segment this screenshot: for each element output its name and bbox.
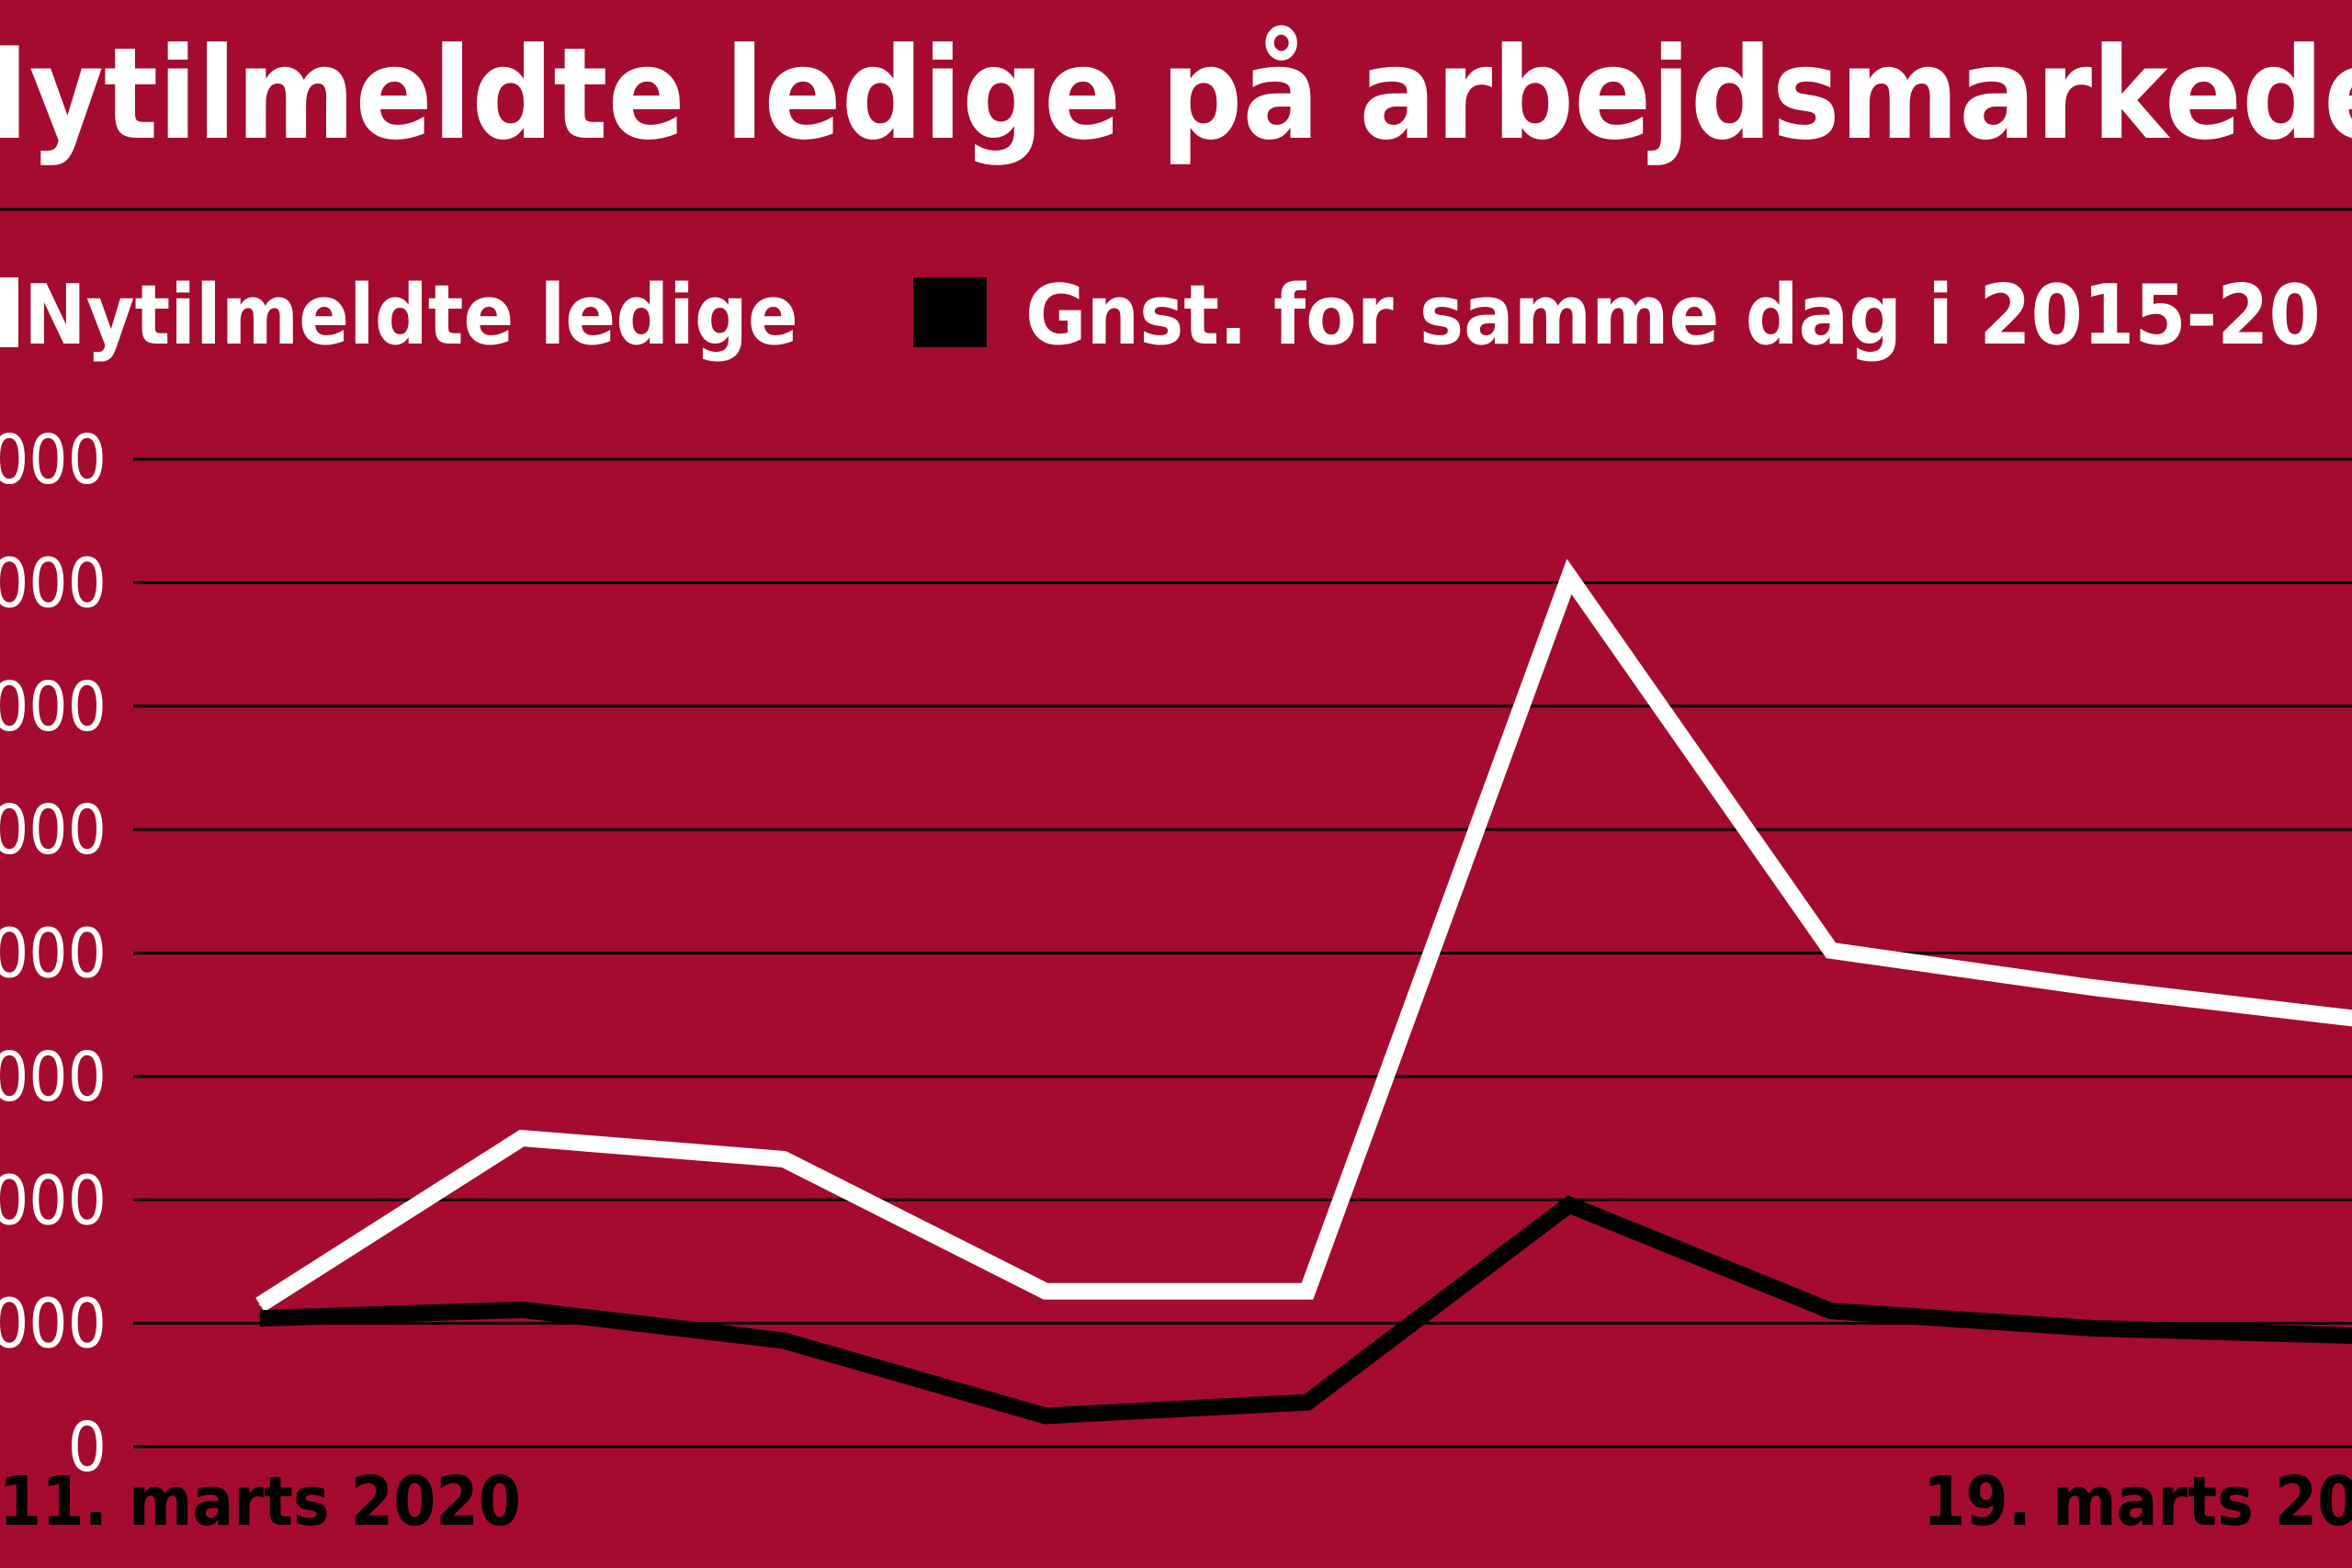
point-nytilmeldte-4	[1306, 1290, 1308, 1292]
y-tick-label: 000	[0, 1161, 107, 1240]
y-tick-label: 000	[0, 544, 107, 623]
series-line-nytilmeldte	[255, 558, 2352, 1313]
series-line-gennemsnit	[259, 1195, 2352, 1425]
point-gennemsnit-3	[1045, 1415, 1046, 1417]
point-gennemsnit-5	[1568, 1203, 1570, 1206]
point-nytilmeldte-5	[1568, 575, 1570, 578]
point-gennemsnit-0	[259, 1317, 261, 1320]
chart-title: Nytilmeldte ledige på arbejdsmarkedet	[0, 20, 2352, 168]
y-tick-label: 000	[0, 915, 107, 994]
point-gennemsnit-6	[1830, 1310, 1832, 1313]
point-gennemsnit-2	[783, 1339, 785, 1342]
x-tick-label: 19. marts 20	[1923, 1462, 2352, 1541]
point-nytilmeldte-1	[521, 1137, 523, 1140]
y-tick-label: 000	[0, 791, 107, 870]
x-axis-tick-labels: 11. marts 2020 19. marts 20	[0, 1462, 2352, 1541]
x-tick-label: 11. marts 2020	[0, 1462, 521, 1541]
series-lines	[255, 558, 2352, 1425]
legend-swatch-gennemsnit	[913, 277, 987, 347]
legend-label-gennemsnit: Gnst. for samme dag i 2015-20	[1025, 267, 2321, 364]
legend-swatch-nytilmeldte	[0, 277, 18, 347]
legend-label-nytilmeldte: Nytilmeldte ledige	[24, 267, 798, 364]
point-gennemsnit-1	[521, 1308, 523, 1311]
point-gennemsnit-4	[1306, 1401, 1308, 1404]
gridlines	[133, 457, 2352, 1449]
y-tick-label: 000	[0, 421, 107, 500]
point-nytilmeldte-2	[783, 1157, 785, 1160]
point-nytilmeldte-3	[1045, 1290, 1046, 1292]
point-gennemsnit-7	[2092, 1327, 2094, 1329]
point-nytilmeldte-0	[259, 1303, 261, 1306]
y-tick-label: 000	[0, 668, 107, 747]
y-tick-label: 000	[0, 1285, 107, 1364]
y-tick-label: 000	[0, 1038, 107, 1117]
legend: Nytilmeldte ledige Gnst. for samme dag i…	[0, 267, 2321, 364]
point-nytilmeldte-6	[1830, 949, 1832, 952]
point-nytilmeldte-7	[2092, 987, 2094, 989]
y-tick-label: 0	[68, 1408, 107, 1487]
